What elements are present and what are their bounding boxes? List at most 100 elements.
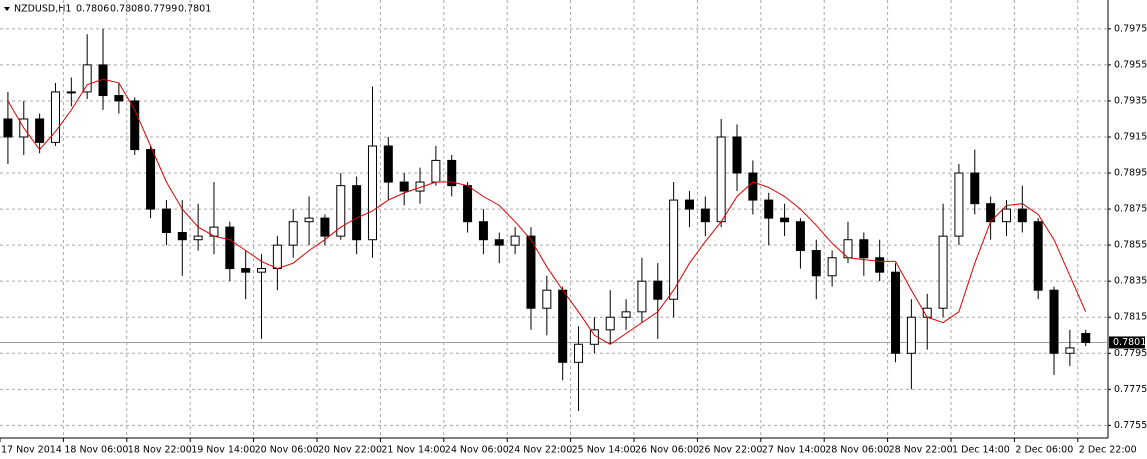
candle-body	[1065, 347, 1075, 354]
x-tick-label: 17 Nov 2014	[1, 445, 62, 456]
candle-body	[130, 100, 140, 151]
header-open: 0.7806	[76, 4, 109, 15]
candle-body	[510, 235, 520, 246]
candle-body	[383, 145, 393, 183]
x-tick-label: 28 Nov 22:00	[889, 445, 953, 456]
x-tick-label: 20 Nov 06:00	[255, 445, 319, 456]
y-tick-label: 0.7755	[1114, 420, 1147, 431]
candle-body	[35, 118, 45, 143]
current-price-tag	[1109, 336, 1145, 349]
x-tick-label: 25 Nov 14:00	[572, 445, 636, 456]
x-tick-label: 18 Nov 06:00	[64, 445, 128, 456]
candle-body	[193, 235, 203, 241]
header-high: 0.7808	[110, 4, 143, 15]
y-tick-label: 0.7795	[1114, 348, 1147, 359]
candle-body	[938, 235, 948, 309]
candle-body	[3, 118, 13, 138]
candle-body	[1033, 221, 1043, 291]
candle-body	[1049, 289, 1059, 354]
candle-body	[542, 289, 552, 309]
candle-body	[161, 208, 171, 234]
candle-body	[1001, 208, 1011, 223]
y-tick-label: 0.7835	[1114, 276, 1147, 287]
x-tick-label: 26 Nov 22:00	[698, 445, 762, 456]
candle-body	[906, 316, 916, 354]
candle-body	[970, 172, 980, 205]
candle-body	[114, 95, 124, 102]
x-tick-label: 2 Dec 06:00	[1015, 445, 1073, 456]
candle-body	[558, 289, 568, 363]
x-tick-label: 21 Nov 14:00	[381, 445, 445, 456]
candle-body	[795, 221, 805, 252]
x-tick-label: 19 Nov 14:00	[191, 445, 255, 456]
candle-body	[700, 208, 710, 223]
x-tick-label: 24 Nov 06:00	[445, 445, 509, 456]
candle-body	[574, 343, 584, 363]
y-tick-label: 0.7935	[1114, 95, 1147, 106]
candle-body	[653, 280, 663, 300]
candle-body	[716, 136, 726, 223]
candle-body	[494, 239, 504, 246]
candle-body	[526, 235, 536, 309]
candle-body	[146, 149, 156, 210]
candle-body	[891, 271, 901, 354]
candle-body	[827, 257, 837, 277]
y-tick-label: 0.7895	[1114, 168, 1147, 179]
candle-body	[82, 64, 92, 93]
header-low: 0.7799	[144, 4, 177, 15]
candle-body	[859, 239, 869, 259]
y-tick-label: 0.7815	[1114, 312, 1147, 323]
x-tick-label: 26 Nov 06:00	[635, 445, 699, 456]
candle-body	[780, 217, 790, 223]
header-close: 0.7801	[178, 4, 211, 15]
candle-body	[336, 185, 346, 237]
candle-body	[225, 226, 235, 270]
candle-body	[621, 311, 631, 318]
candle-body	[732, 136, 742, 174]
y-tick-label: 0.7855	[1114, 240, 1147, 251]
chart-title: NZDUSD,H1	[14, 4, 71, 15]
candle-body	[684, 199, 694, 210]
candle-body	[811, 250, 821, 277]
candle-body	[352, 185, 362, 241]
candle-body	[748, 172, 758, 201]
candle-body	[669, 199, 679, 300]
candle-body	[875, 257, 885, 273]
x-tick-label: 24 Nov 22:00	[508, 445, 572, 456]
candle-body	[320, 217, 330, 237]
x-tick-label: 28 Nov 06:00	[825, 445, 889, 456]
x-tick-label: 1 Dec 14:00	[952, 445, 1010, 456]
y-tick-label: 0.7775	[1114, 384, 1147, 395]
x-tick-label: 2 Dec 22:00	[1079, 445, 1137, 456]
x-tick-label: 20 Nov 22:00	[318, 445, 382, 456]
candle-body	[288, 221, 298, 246]
candle-body	[257, 268, 267, 273]
candle-body	[399, 181, 409, 192]
candle-body	[431, 159, 441, 183]
x-tick-label: 18 Nov 22:00	[128, 445, 192, 456]
candle-body	[50, 91, 60, 143]
candle-body	[478, 221, 488, 241]
moving-average	[7, 78, 1087, 345]
candle-body	[605, 316, 615, 331]
candle-body	[447, 159, 457, 187]
y-tick-label: 0.7915	[1114, 131, 1147, 142]
x-tick-label: 27 Nov 14:00	[762, 445, 826, 456]
menu-icon[interactable]	[4, 7, 10, 11]
candle-body	[1017, 208, 1027, 223]
y-tick-label: 0.7875	[1114, 204, 1147, 215]
candle-body	[241, 268, 251, 273]
candle-body	[272, 244, 282, 270]
candle-body	[1081, 332, 1091, 343]
candle-body	[66, 91, 76, 94]
candle-body	[177, 232, 187, 241]
candle-body	[304, 217, 314, 223]
candle-body	[367, 145, 377, 241]
candle-body	[463, 185, 473, 223]
candle-body	[637, 280, 647, 313]
y-tick-label: 0.7975	[1114, 23, 1147, 34]
candle-body	[954, 172, 964, 237]
candle-body	[764, 199, 774, 219]
